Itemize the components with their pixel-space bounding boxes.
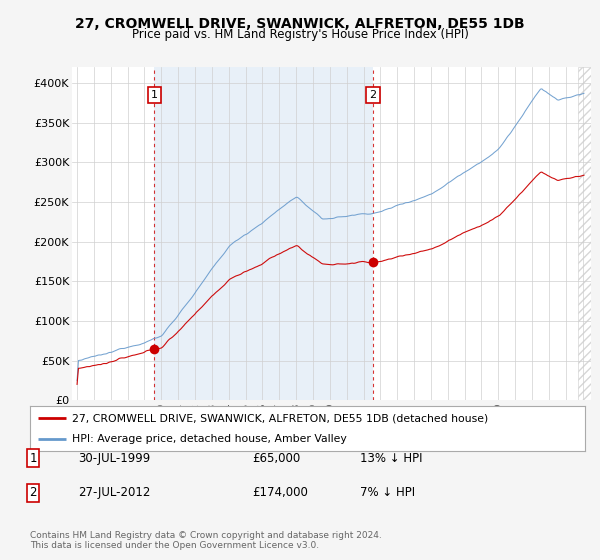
Text: 30-JUL-1999: 30-JUL-1999 xyxy=(78,451,150,465)
Text: 1: 1 xyxy=(151,90,158,100)
Text: £174,000: £174,000 xyxy=(252,486,308,500)
Text: 27-JUL-2012: 27-JUL-2012 xyxy=(78,486,151,500)
Bar xyxy=(578,67,591,400)
Text: 2: 2 xyxy=(29,486,37,500)
Text: 2: 2 xyxy=(370,90,377,100)
Text: 7% ↓ HPI: 7% ↓ HPI xyxy=(360,486,415,500)
Text: Contains HM Land Registry data © Crown copyright and database right 2024.
This d: Contains HM Land Registry data © Crown c… xyxy=(30,531,382,550)
Text: 27, CROMWELL DRIVE, SWANWICK, ALFRETON, DE55 1DB (detached house): 27, CROMWELL DRIVE, SWANWICK, ALFRETON, … xyxy=(71,413,488,423)
Text: 1: 1 xyxy=(29,451,37,465)
Text: £65,000: £65,000 xyxy=(252,451,300,465)
Text: 13% ↓ HPI: 13% ↓ HPI xyxy=(360,451,422,465)
Bar xyxy=(154,67,373,400)
Text: 27, CROMWELL DRIVE, SWANWICK, ALFRETON, DE55 1DB: 27, CROMWELL DRIVE, SWANWICK, ALFRETON, … xyxy=(75,17,525,31)
Text: Price paid vs. HM Land Registry's House Price Index (HPI): Price paid vs. HM Land Registry's House … xyxy=(131,28,469,41)
Text: HPI: Average price, detached house, Amber Valley: HPI: Average price, detached house, Ambe… xyxy=(71,433,346,444)
